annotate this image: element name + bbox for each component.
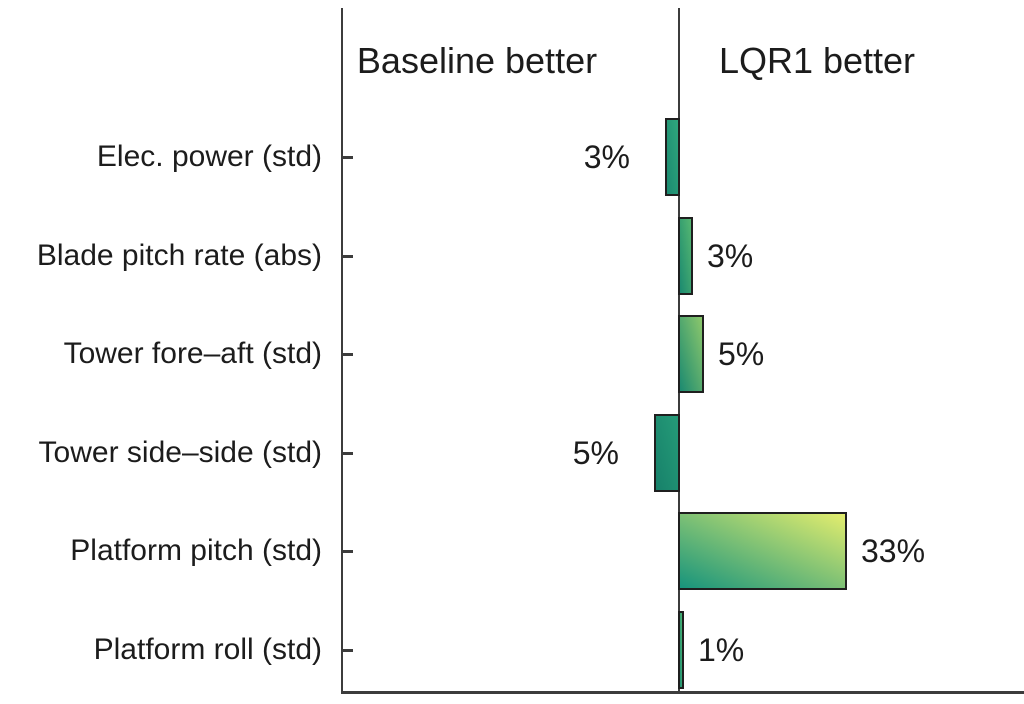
y-axis-line [341,8,343,692]
bar [678,217,693,295]
value-label: 5% [572,435,619,471]
bar [678,512,847,590]
zone-label-baseline-better: Baseline better [356,40,598,81]
category-tick [343,550,353,553]
category-label: Tower fore–aft (std) [63,337,322,370]
x-axis-line [341,691,1024,694]
zone-label-lqr1-better: LQR1 better [718,40,916,81]
value-label: 33% [861,533,926,569]
category-tick [343,156,353,159]
value-label: 5% [718,336,765,372]
category-tick [343,649,353,652]
category-label: Elec. power (std) [96,140,322,173]
category-label: Blade pitch rate (abs) [36,239,322,272]
value-label: 3% [583,139,630,175]
bar [678,315,704,393]
category-tick [343,255,353,258]
category-label: Platform pitch (std) [70,534,322,567]
category-tick [343,452,353,455]
category-tick [343,353,353,356]
bar [654,414,680,492]
value-label: 1% [698,632,745,668]
value-label: 3% [707,238,754,274]
bar [678,611,684,689]
category-label: Tower side–side (std) [38,436,322,469]
bar [665,118,680,196]
category-label: Platform roll (std) [93,633,322,666]
